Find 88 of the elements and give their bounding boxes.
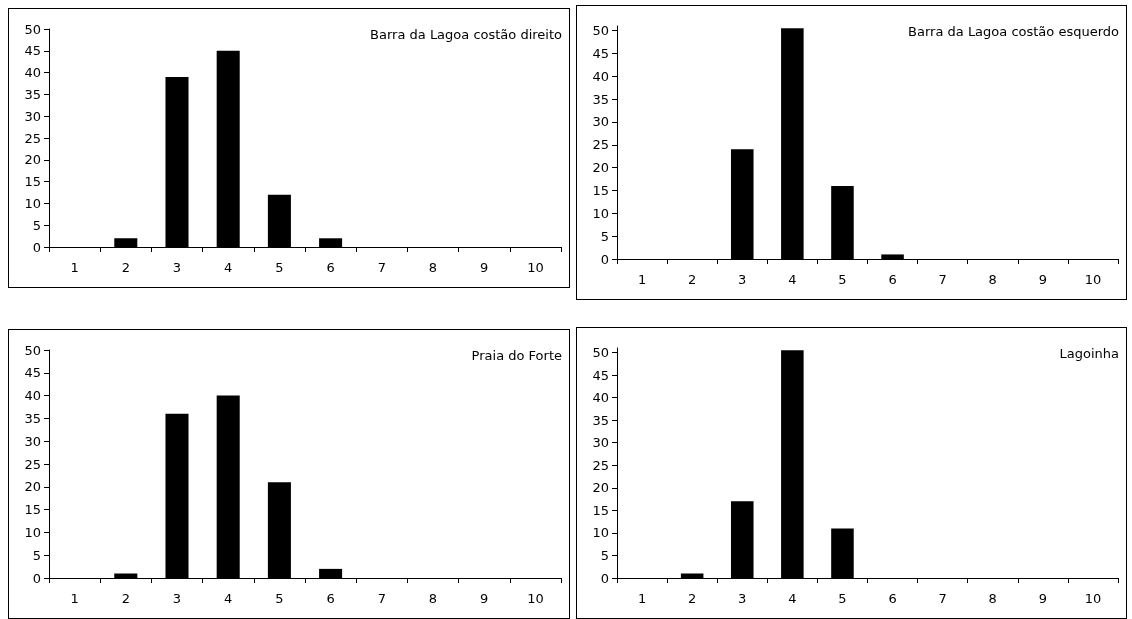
x-tick-label: 6 [326, 591, 335, 606]
x-tick-label: 3 [172, 591, 182, 606]
x-tick-label: 10 [1084, 272, 1102, 287]
y-tick-label: 40 [24, 388, 41, 404]
x-tick-label: 1 [637, 591, 647, 606]
x-tick-label: 5 [838, 272, 847, 287]
y-tick-label: 5 [32, 547, 41, 563]
y-tick-label: 35 [592, 412, 609, 428]
y-tick-label: 0 [32, 570, 41, 586]
y-tick-label: 25 [24, 130, 41, 146]
y-tick-label: 10 [24, 195, 41, 211]
chart-title: Lagoinha [1059, 346, 1120, 361]
y-tick-label: 15 [24, 502, 41, 518]
y-tick-label: 45 [24, 365, 41, 381]
y-tick-label: 25 [24, 456, 41, 472]
y-tick-label: 30 [24, 433, 41, 449]
x-tick-label: 7 [377, 260, 386, 275]
x-tick-label: 9 [1038, 591, 1047, 606]
y-tick-label: 15 [24, 174, 41, 190]
x-tick-label: 3 [172, 260, 182, 275]
y-tick-label: 20 [24, 479, 41, 495]
x-tick-label: 10 [527, 260, 544, 275]
y-tick-label: 40 [24, 65, 41, 81]
x-tick-label: 9 [480, 591, 489, 606]
y-tick-label: 15 [592, 182, 609, 198]
y-tick-label: 0 [600, 251, 609, 267]
y-tick-label: 5 [600, 547, 609, 563]
chart-title: Barra da Lagoa costão esquerdo [908, 24, 1120, 39]
y-tick-label: 10 [592, 525, 609, 541]
x-tick-label: 7 [938, 272, 947, 287]
y-tick-label: 35 [592, 91, 609, 107]
y-tick-label: 5 [600, 228, 609, 244]
y-tick-label: 25 [592, 137, 609, 153]
y-tick-label: 40 [592, 390, 609, 406]
x-tick-label: 1 [70, 591, 79, 606]
y-tick-label: 15 [592, 502, 609, 518]
y-tick-label: 5 [32, 217, 41, 233]
x-tick-label: 7 [938, 591, 947, 606]
y-tick-label: 45 [592, 367, 609, 383]
x-tick-label: 2 [121, 591, 130, 606]
x-tick-label: 8 [428, 260, 438, 275]
y-tick-label: 30 [24, 108, 41, 124]
y-tick-label: 0 [600, 570, 609, 586]
x-tick-label: 4 [788, 272, 797, 287]
y-tick-label: 45 [592, 45, 609, 61]
x-tick-label: 2 [688, 591, 697, 606]
y-tick-label: 50 [24, 21, 41, 37]
y-tick-label: 30 [592, 114, 609, 130]
y-tick-label: 45 [24, 43, 41, 59]
x-tick-label: 4 [224, 591, 233, 606]
x-tick-label: 6 [888, 272, 897, 287]
x-tick-label: 10 [527, 591, 544, 606]
x-tick-label: 10 [1084, 591, 1102, 606]
x-tick-label: 3 [738, 272, 747, 287]
x-tick-label: 9 [480, 260, 489, 275]
y-tick-label: 10 [592, 205, 609, 221]
y-tick-label: 50 [24, 342, 41, 358]
x-tick-label: 5 [275, 591, 284, 606]
x-tick-label: 2 [688, 272, 697, 287]
x-tick-label: 4 [788, 591, 797, 606]
y-tick-label: 35 [24, 410, 41, 426]
x-tick-label: 9 [1038, 272, 1047, 287]
y-tick-label: 40 [592, 68, 609, 84]
x-tick-label: 7 [377, 591, 386, 606]
x-tick-label: 1 [637, 272, 647, 287]
y-tick-label: 25 [592, 457, 609, 473]
y-tick-label: 30 [592, 435, 609, 451]
x-tick-label: 8 [988, 591, 997, 606]
x-tick-label: 5 [838, 591, 847, 606]
y-tick-label: 50 [592, 345, 609, 361]
y-tick-label: 35 [24, 86, 41, 102]
y-tick-label: 20 [592, 480, 609, 496]
chart-title: Barra da Lagoa costão direito [370, 27, 563, 42]
x-tick-label: 3 [738, 591, 747, 606]
x-tick-label: 2 [121, 260, 130, 275]
y-tick-label: 50 [592, 23, 609, 39]
chart-title: Praia do Forte [471, 348, 563, 363]
y-tick-label: 0 [32, 239, 41, 255]
x-tick-label: 6 [888, 591, 897, 606]
x-tick-label: 1 [70, 260, 79, 275]
x-tick-label: 8 [988, 272, 997, 287]
x-tick-label: 8 [428, 591, 438, 606]
y-tick-label: 10 [24, 524, 41, 540]
x-tick-label: 4 [224, 260, 233, 275]
x-tick-label: 6 [326, 260, 335, 275]
y-tick-label: 20 [592, 160, 609, 176]
y-tick-label: 20 [24, 152, 41, 168]
x-tick-label: 5 [275, 260, 284, 275]
